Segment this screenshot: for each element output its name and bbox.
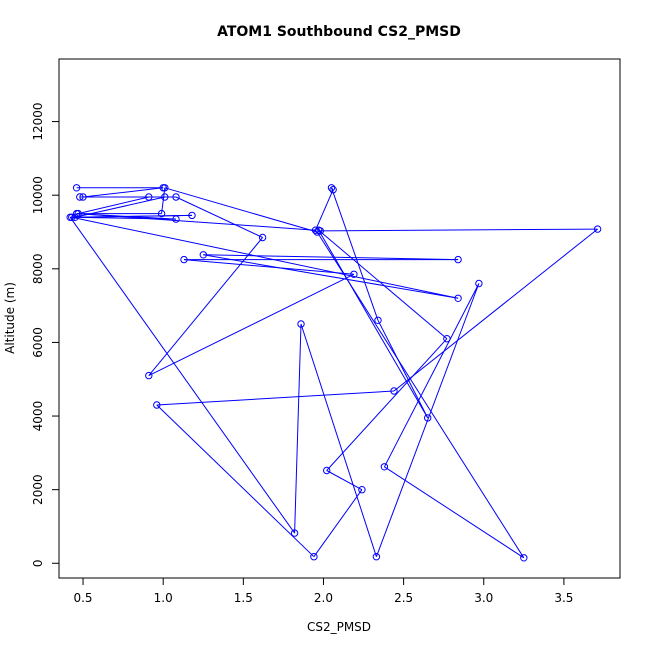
y-axis-title: Altitude (m) — [3, 282, 17, 354]
data-point — [180, 255, 188, 264]
data-point — [390, 387, 398, 395]
data-point — [313, 228, 321, 236]
series-segment — [69, 217, 296, 534]
data-point — [157, 209, 166, 218]
y-tick-label: 12000 — [31, 102, 45, 140]
data-point — [323, 466, 331, 475]
series-segment — [203, 254, 459, 261]
data-point — [297, 320, 305, 328]
data-point — [350, 270, 358, 278]
data-point — [593, 225, 602, 233]
series-segment — [161, 187, 166, 214]
data-point — [316, 227, 324, 235]
series-segment — [156, 404, 315, 558]
y-tick-label: 10000 — [31, 176, 45, 214]
data-point — [380, 463, 389, 471]
series-segment — [183, 259, 354, 275]
data-point — [145, 193, 153, 201]
series-segment — [76, 213, 316, 231]
series-segment — [315, 189, 334, 231]
data-point — [188, 211, 196, 220]
data-point — [310, 553, 318, 561]
x-tick-label: 2.0 — [314, 591, 333, 605]
series-segment — [326, 470, 363, 491]
x-axis: 0.5 1.0 1.5 2.0 2.5 3.0 3.5 — [73, 577, 573, 605]
data-point — [172, 193, 180, 201]
data-point — [66, 213, 74, 222]
y-tick-label: 4000 — [31, 401, 45, 432]
data-point — [443, 335, 451, 343]
data-point — [153, 401, 161, 409]
series-segment — [331, 187, 379, 321]
x-tick-label: 3.0 — [474, 591, 493, 605]
data-point — [358, 486, 366, 494]
x-tick-label: 0.5 — [73, 591, 92, 605]
data-point — [72, 209, 81, 218]
data-point — [311, 226, 320, 234]
series-segment — [318, 229, 448, 340]
series-segment — [300, 323, 377, 557]
series-segment — [175, 196, 263, 238]
x-tick-label: 1.0 — [154, 591, 173, 605]
x-axis-title: CS2_PMSD — [307, 620, 371, 634]
series-segment — [148, 273, 355, 377]
series-segment — [326, 338, 448, 471]
data-point — [454, 294, 462, 302]
data-point — [374, 316, 382, 324]
data-point — [76, 193, 84, 201]
series-segment — [71, 216, 459, 299]
series-segment — [313, 489, 363, 557]
series-segment — [294, 323, 302, 534]
data-point — [520, 554, 528, 562]
data-point — [258, 233, 267, 242]
data-point — [199, 251, 208, 259]
y-tick-label: 8000 — [31, 254, 45, 285]
series-segment — [384, 466, 525, 559]
data-point — [79, 193, 87, 201]
data-point — [290, 529, 299, 537]
x-tick-label: 1.5 — [234, 591, 253, 605]
chart-title: ATOM1 Southbound CS2_PMSD — [217, 24, 461, 40]
data-point — [161, 184, 169, 192]
data-point — [327, 184, 336, 192]
series-segment — [203, 254, 459, 299]
y-tick-label: 2000 — [31, 474, 45, 505]
series-layer — [66, 184, 602, 562]
series-segment — [82, 187, 164, 198]
data-point — [172, 215, 180, 223]
y-tick-label: 0 — [31, 559, 45, 567]
data-point — [372, 553, 381, 561]
series-segment — [318, 229, 429, 419]
series-segment — [148, 237, 263, 376]
series-segment — [375, 283, 480, 557]
series-segment — [393, 228, 598, 392]
y-tick-label: 6000 — [31, 327, 45, 358]
data-point — [329, 186, 337, 194]
x-tick-label: 3.5 — [554, 591, 573, 605]
y-axis: 0 2000 4000 6000 8000 10000 12000 — [31, 102, 60, 567]
series-segment — [78, 196, 149, 215]
data-point — [161, 193, 169, 201]
data-point — [424, 414, 432, 422]
series-segment — [320, 228, 598, 232]
series-segment — [383, 283, 480, 468]
data-point — [454, 255, 462, 264]
data-point — [145, 371, 153, 380]
series-segment — [156, 390, 395, 406]
series-segment — [164, 187, 318, 233]
series-segment — [377, 320, 429, 419]
data-point — [475, 279, 483, 288]
data-point — [72, 184, 81, 192]
x-tick-label: 2.5 — [394, 591, 413, 605]
